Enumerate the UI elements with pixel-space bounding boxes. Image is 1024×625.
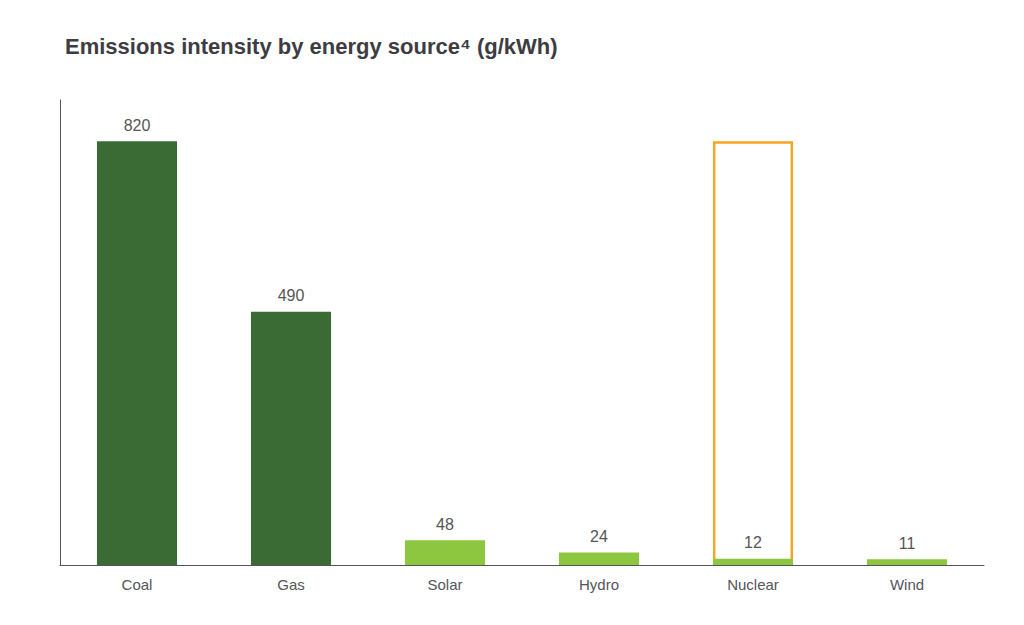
svg-text:Solar: Solar xyxy=(427,576,462,593)
svg-text:Gas: Gas xyxy=(277,576,305,593)
svg-text:11: 11 xyxy=(899,535,916,552)
svg-text:Wind: Wind xyxy=(890,576,924,593)
svg-text:Hydro: Hydro xyxy=(579,576,619,593)
svg-text:24: 24 xyxy=(590,528,608,545)
svg-text:Coal: Coal xyxy=(122,576,153,593)
svg-text:490: 490 xyxy=(278,287,305,304)
svg-text:12: 12 xyxy=(744,534,762,551)
svg-text:Emissions intensity by energy: Emissions intensity by energy source⁴ (g… xyxy=(65,34,558,59)
svg-text:48: 48 xyxy=(436,516,454,533)
svg-text:820: 820 xyxy=(124,117,151,134)
svg-text:Nuclear: Nuclear xyxy=(727,576,779,593)
